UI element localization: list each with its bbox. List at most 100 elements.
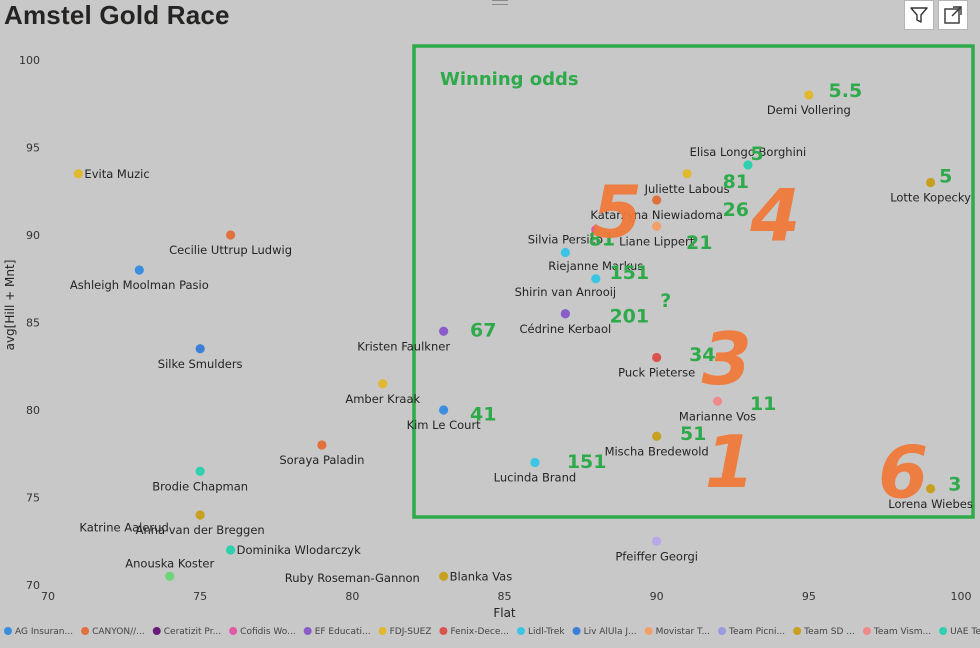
legend-item: Movistar T... [656,627,710,637]
legend-marker [516,627,525,635]
odds-annotation: 151 [609,262,649,284]
filter-icon [910,7,928,23]
point-label: Marianne Vos [679,409,756,423]
expand-icon [944,6,962,24]
point-label: Silvia Persico [528,233,603,247]
point-label: Blanka Vas [450,569,513,583]
handwritten-annotation: 3 [702,317,752,401]
y-tick-label: 95 [26,142,40,155]
point-label: Juliette Labous [644,182,730,196]
legend-item: EF Educati... [315,627,371,637]
data-point [439,405,449,415]
x-tick-label: 80 [345,590,359,603]
point-label: Lorena Wiebes [888,497,973,511]
odds-annotation: 34 [689,344,715,366]
point-label: Cecilie Uttrup Ludwig [169,243,292,257]
x-tick-label: 75 [193,590,207,603]
legend-marker [303,627,312,635]
legend-marker [81,627,90,635]
handwritten-annotation: 4 [749,173,800,257]
legend-item: CANYON//... [92,627,145,637]
legend-marker [229,627,238,635]
odds-annotation: 26 [723,199,749,221]
legend-marker [939,627,948,635]
point-label: Anna van der Breggen [136,523,265,537]
handwritten-annotation: 1 [705,420,755,504]
point-label: Lucinda Brand [494,471,577,485]
data-point [378,379,388,389]
point-label: Kim Le Court [407,418,482,432]
point-label: Pfeiffer Georgi [615,549,698,563]
odds-annotation: 81 [589,229,615,251]
data-point [652,431,662,441]
handwritten-annotation: 6 [878,431,928,515]
data-point [195,510,205,520]
legend-marker [572,627,581,635]
odds-annotation: 5 [939,166,952,188]
legend-marker [439,627,448,635]
legend-item: Team Picni... [728,627,785,637]
point-label: Amber Kraak [345,392,420,406]
odds-annotation: 5 [750,143,763,165]
odds-annotation: 51 [680,423,706,445]
x-tick-label: 100 [951,590,972,603]
x-axis-title: Flat [493,606,516,620]
data-point [925,484,936,494]
point-label: Demi Vollering [767,103,851,117]
legend-marker [644,627,653,635]
odds-annotation: 81 [723,171,749,193]
point-label: Kristen Faulkner [357,339,450,353]
legend-item: Team Vism... [873,627,931,637]
odds-annotation: 5.5 [829,80,863,102]
y-tick-label: 75 [26,492,40,505]
point-label: Riejanne Markus [548,259,643,273]
data-point [226,230,236,240]
data-point [560,247,570,258]
legend-item: Cofidis Wo... [240,627,296,637]
odds-annotation: 67 [470,320,496,342]
point-label: Puck Pieterse [618,366,695,380]
y-tick-label: 70 [26,579,40,592]
point-label: Katarzyna Niewiadoma [590,208,723,222]
data-point [73,169,84,179]
legend-item: Fenix-Dece... [450,627,509,637]
data-point [743,160,753,170]
y-tick-label: 90 [26,229,40,242]
point-label: Soraya Paladin [279,453,364,467]
filter-button[interactable] [904,0,934,30]
legend-marker [4,627,12,635]
point-label: Ruby Roseman-Gannon [285,571,420,585]
drag-handle[interactable] [492,0,508,5]
odds-annotation: 21 [686,232,712,254]
data-point [226,545,236,555]
data-point [134,265,144,275]
x-tick-label: 70 [41,590,55,603]
point-label: Shirin van Anrooij [515,285,617,299]
data-point [439,571,449,581]
data-point [804,90,814,100]
data-point [195,344,205,354]
y-tick-label: 85 [26,317,40,330]
data-point [195,466,205,476]
point-label: Dominika Wlodarczyk [237,543,362,557]
point-label: Evita Muzic [84,167,149,181]
point-label: Elisa Longo Borghini [690,145,807,159]
x-tick-label: 95 [802,590,816,603]
chart-title: Amstel Gold Race [4,0,230,30]
point-label: Lotte Kopecky [890,191,971,205]
legend-item: Team SD ... [803,627,855,637]
legend-marker [378,627,387,635]
legend-item: AG Insuran... [15,627,73,637]
y-tick-label: 80 [26,404,40,417]
legend-item: Liv AlUla J... [584,627,637,637]
legend-item: Ceratizit Pr... [164,627,221,637]
point-label: Cédrine Kerbaol [520,322,612,336]
legend-item: UAE Team ... [950,627,980,637]
x-tick-label: 85 [498,590,512,603]
focus-mode-button[interactable] [938,0,968,30]
legend-marker [862,627,871,635]
point-label: Ashleigh Moolman Pasio [70,278,209,292]
data-point [682,169,692,179]
data-point [530,457,540,468]
